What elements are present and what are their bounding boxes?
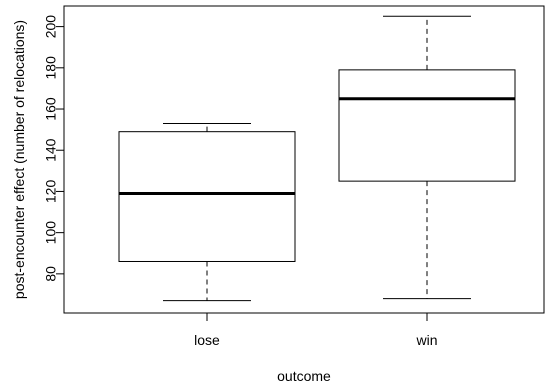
x-tick-label-lose: lose [194, 332, 220, 348]
box-lose [118, 122, 296, 302]
y-tick-label: 160 [43, 97, 59, 121]
x-axis-ticks: lose win [194, 313, 438, 348]
y-tick-label: 100 [43, 221, 59, 245]
x-axis-label: outcome [277, 368, 331, 384]
win-iqr-box [338, 69, 516, 182]
y-tick-label: 180 [43, 56, 59, 80]
box-series [118, 15, 516, 302]
y-axis-ticks: 80 100 120 140 160 180 200 [43, 15, 64, 282]
x-tick-label-win: win [415, 332, 437, 348]
y-axis-label: post-encounter effect (number of relocat… [11, 20, 27, 299]
y-tick-label: 80 [43, 266, 59, 282]
y-tick-label: 120 [43, 180, 59, 204]
box-win [338, 15, 516, 300]
lose-iqr-box [118, 131, 296, 262]
y-tick-label: 140 [43, 138, 59, 162]
y-tick-label: 200 [43, 15, 59, 39]
